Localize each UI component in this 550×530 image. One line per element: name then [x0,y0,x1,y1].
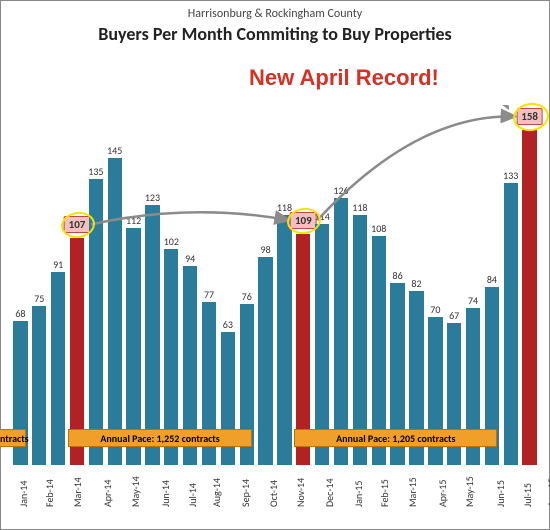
bar-rect: 75 [32,306,46,465]
bar-value-label: 86 [393,269,403,282]
x-tick-Aug-15: Aug-15 [545,478,550,507]
bar-value-label: 145 [107,144,122,157]
bar-value-label: 77 [204,288,214,301]
bar-Aug-15: 108 [369,105,388,465]
bar-Mar-15: 118 [275,105,294,465]
bar-Nov-14: 77 [200,105,219,465]
bar-value-label: 98 [261,243,271,256]
bar-value-label: 67 [449,309,459,322]
bar-Apr-15: 109 [294,105,313,465]
bar-value-label: 133 [503,169,518,182]
chart-subtitle: Harrisonburg & Rockingham County [1,7,549,21]
chart-frame: Harrisonburg & Rockingham County Buyers … [0,0,550,530]
bar-rect: 118 [353,215,367,465]
bar-value-label: 74 [468,294,478,307]
bar-Sep-14: 102 [162,105,181,465]
bar-value-label: 102 [164,235,179,248]
bar-Nov-15: 70 [426,105,445,465]
bar-May-15: 114 [313,105,332,465]
bar-Oct-15: 82 [407,105,426,465]
bar-Mar-16: 133 [501,105,520,465]
annual-pace-band: Annual Pace: 1,205 contracts [294,429,497,447]
bar-Jul-15: 118 [350,105,369,465]
bar-Aug-14: 123 [143,105,162,465]
bar-value-label: 68 [15,307,25,320]
bar-value-label: 91 [53,258,63,271]
record-callout-text: New April Record! [249,65,439,91]
bar-value-label: 126 [333,184,348,197]
bar-value-label: 70 [430,303,440,316]
plot-area: 6875911071351451121231029477637698118109… [11,105,539,465]
bar-Feb-14: 75 [30,105,49,465]
bar-Apr-14: 107 [68,105,87,465]
bar-rect: 158 [522,130,536,465]
bar-rect: 123 [145,205,159,465]
bar-Oct-14: 94 [181,105,200,465]
bar-value-label: 63 [223,318,233,331]
bar-value-label: 112 [126,214,141,227]
bar-Jul-14: 112 [124,105,143,465]
bar-Jan-16: 74 [464,105,483,465]
bar-Jan-14: 68 [11,105,30,465]
annual-pace-band: Annual Pace: 1,252 contracts [68,429,252,447]
bar-Dec-15: 67 [445,105,464,465]
bar-Mar-14: 91 [49,105,68,465]
bar-value-label: 84 [487,273,497,286]
x-axis: Jan-14Feb-14Mar-14Apr-14May-14Jun-14Jul-… [11,467,539,523]
bar-value-label: 75 [34,292,44,305]
bar-rect: 91 [51,272,65,465]
annual-pace-band: ntracts [0,429,26,447]
bar-Jan-15: 76 [237,105,256,465]
bar-value-label: 94 [185,252,195,265]
bar-rect: 133 [504,183,518,465]
bar-May-14: 135 [86,105,105,465]
bar-value-label: 82 [411,277,421,290]
bar-Feb-16: 84 [482,105,501,465]
bars-container: 6875911071351451121231029477637698118109… [11,105,539,465]
bar-value-label: 135 [88,165,103,178]
bar-Feb-15: 98 [256,105,275,465]
bar-rect: 98 [258,257,272,465]
bar-Sep-15: 86 [388,105,407,465]
bar-Jun-14: 145 [105,105,124,465]
bar-rect: 126 [334,198,348,465]
bar-Apr-16: 158 [520,105,539,465]
chart-title: Buyers Per Month Commiting to Buy Proper… [1,23,549,45]
bar-rect: 118 [277,215,291,465]
bar-value-label: 118 [352,201,367,214]
bar-Jun-15: 126 [332,105,351,465]
bar-value-label: 108 [371,222,386,235]
bar-rect: 145 [108,158,122,465]
bar-value-label: 123 [145,191,160,204]
bar-Dec-14: 63 [218,105,237,465]
bar-value-label: 76 [242,290,252,303]
